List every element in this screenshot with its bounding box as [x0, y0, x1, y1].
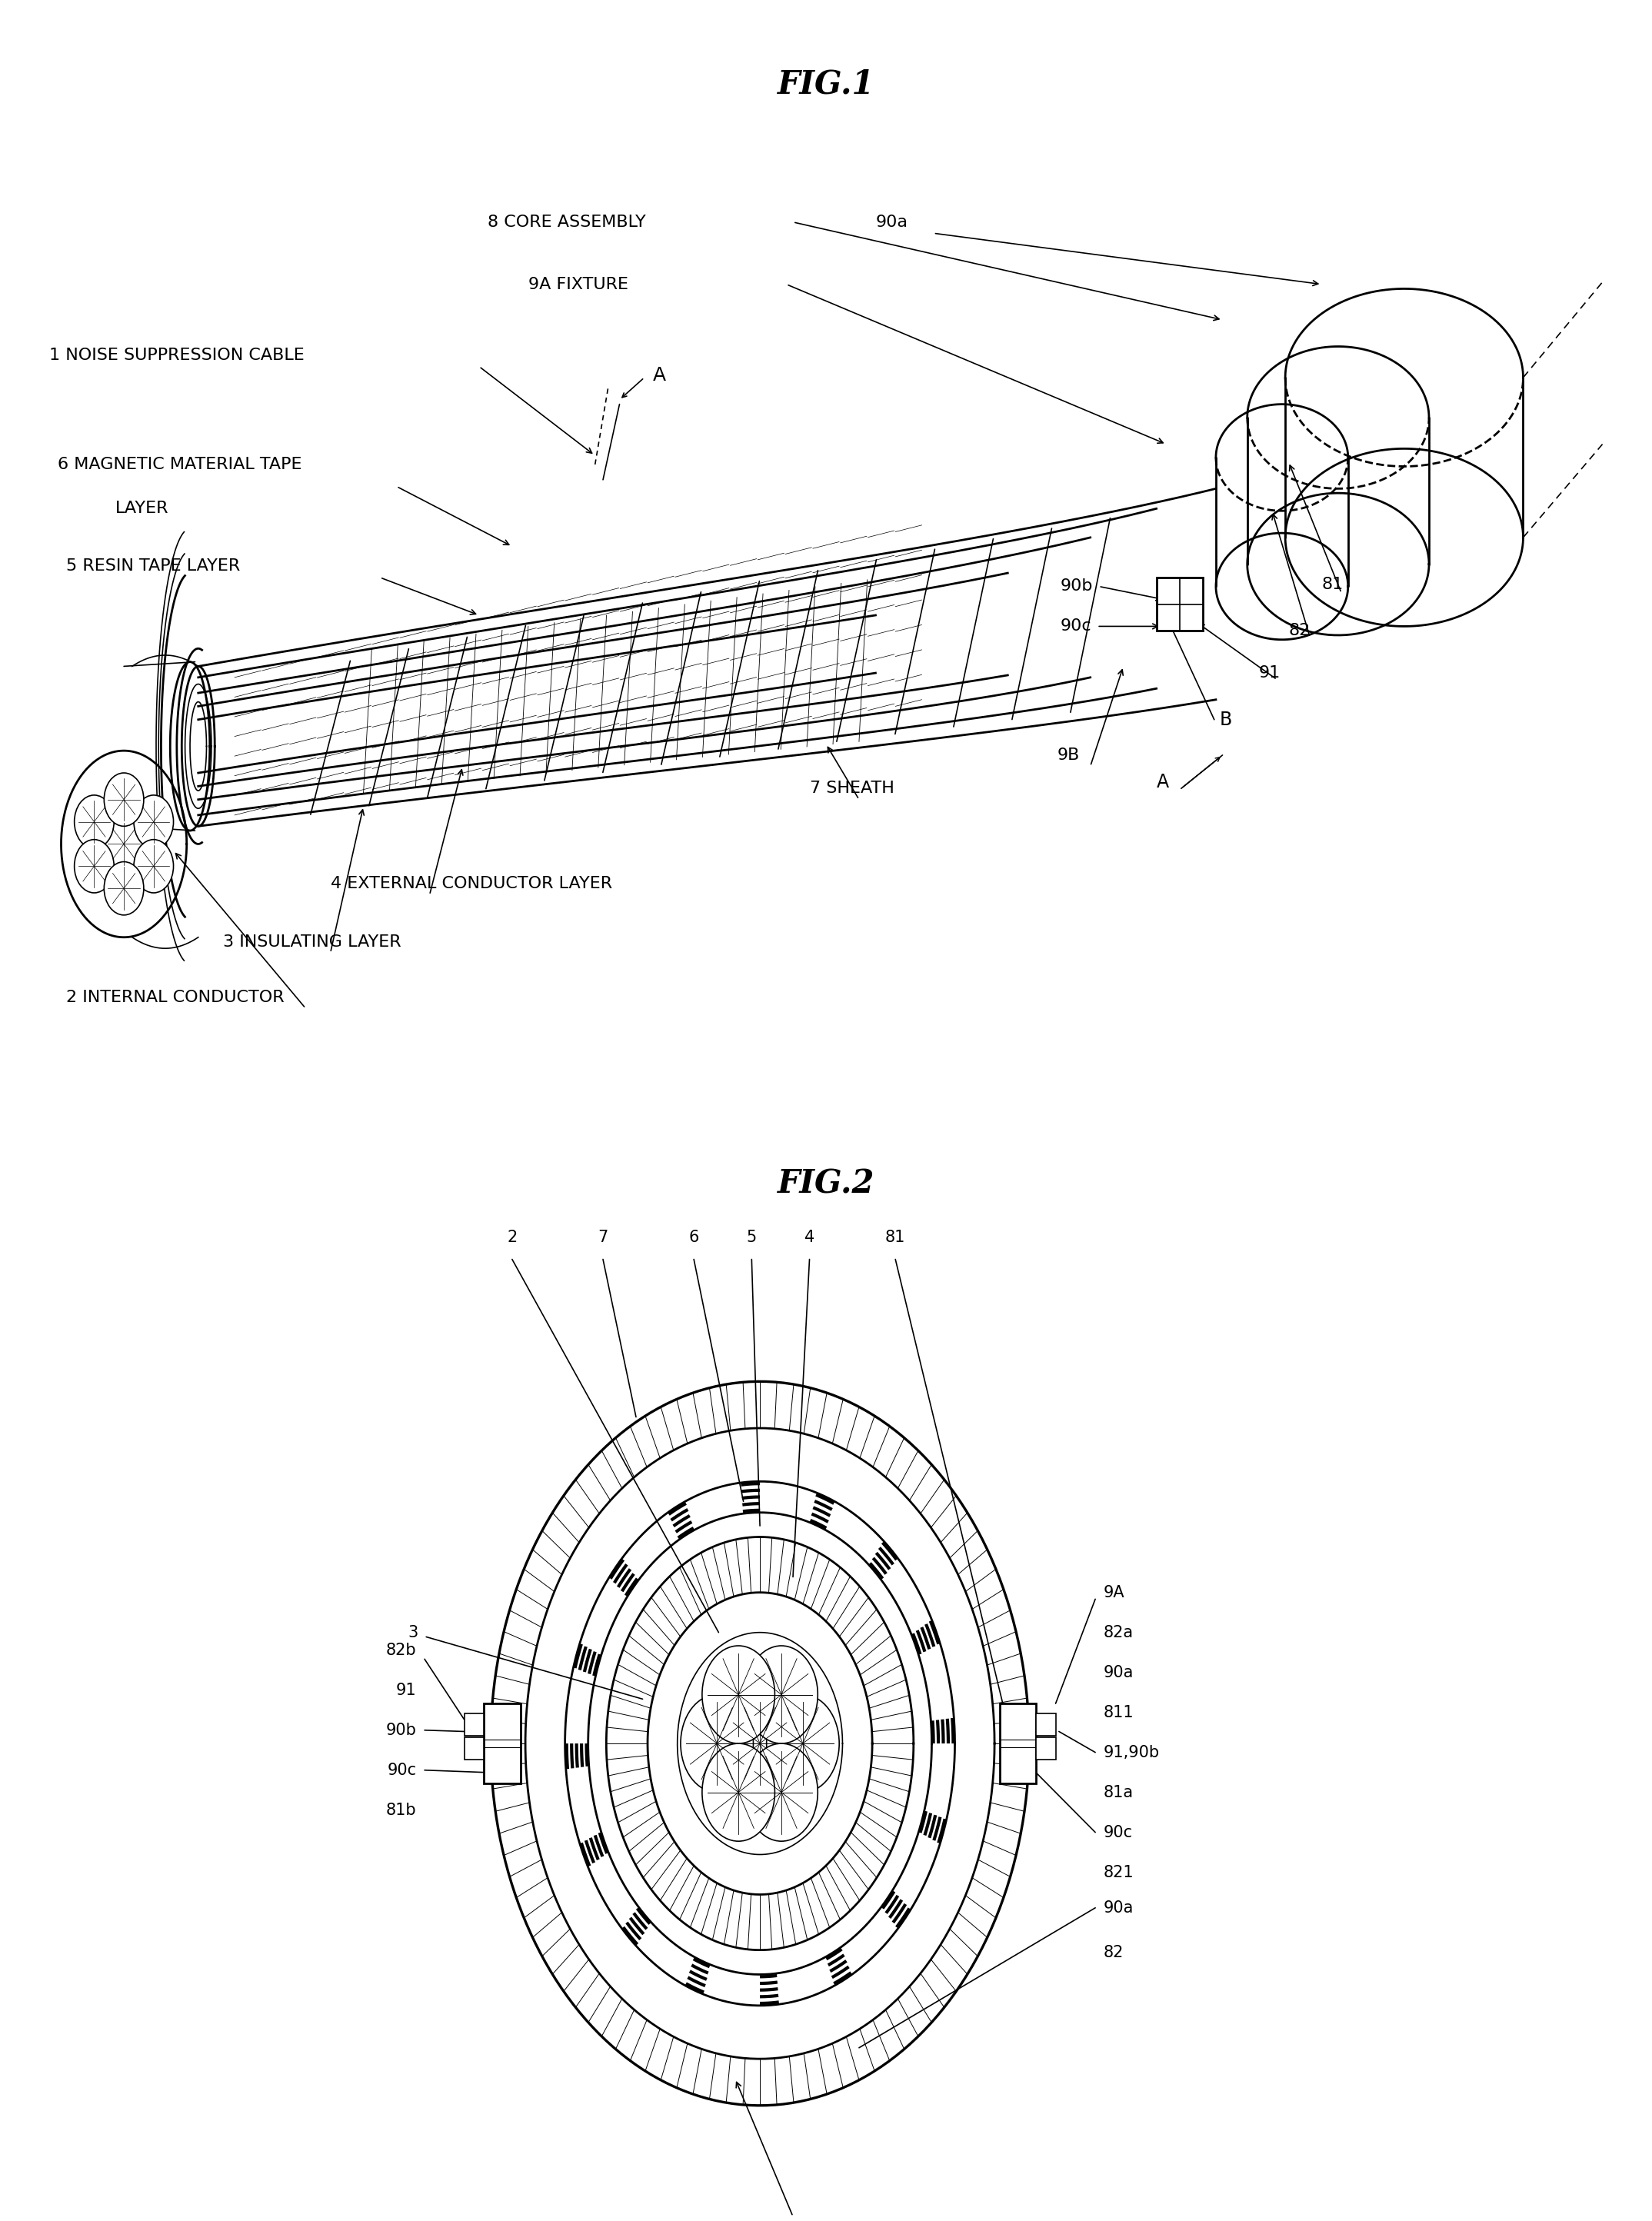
Text: 91: 91: [396, 1684, 416, 1697]
Circle shape: [525, 1428, 995, 2059]
Text: 2 INTERNAL CONDUCTOR: 2 INTERNAL CONDUCTOR: [66, 991, 284, 1004]
Bar: [464, 1737, 484, 1759]
Text: 81: 81: [1322, 577, 1343, 591]
Circle shape: [681, 1695, 753, 1792]
Text: LAYER: LAYER: [116, 502, 169, 515]
Text: 90b: 90b: [385, 1723, 416, 1737]
Text: 5 RESIN TAPE LAYER: 5 RESIN TAPE LAYER: [66, 560, 240, 573]
Circle shape: [702, 1743, 775, 1841]
Text: 6: 6: [689, 1230, 699, 1244]
Text: 82b: 82b: [387, 1644, 416, 1657]
Text: 82a: 82a: [1104, 1626, 1133, 1639]
Text: 90c: 90c: [1061, 620, 1092, 633]
Text: 8 CORE ASSEMBLY: 8 CORE ASSEMBLY: [487, 215, 646, 229]
Text: 9A: 9A: [1104, 1586, 1125, 1599]
Bar: [484, 1704, 520, 1783]
Text: 6 MAGNETIC MATERIAL TAPE: 6 MAGNETIC MATERIAL TAPE: [58, 458, 302, 471]
Text: 9B: 9B: [1057, 748, 1080, 762]
Text: 9A FIXTURE: 9A FIXTURE: [529, 278, 629, 291]
Circle shape: [724, 1695, 796, 1792]
Text: A: A: [1156, 773, 1170, 791]
Bar: [464, 1712, 484, 1735]
Polygon shape: [198, 489, 1216, 826]
Bar: [1036, 1712, 1056, 1735]
Text: 90a: 90a: [876, 215, 909, 229]
Text: 3: 3: [408, 1626, 418, 1639]
Text: 3 INSULATING LAYER: 3 INSULATING LAYER: [223, 935, 401, 948]
Text: 7: 7: [598, 1230, 608, 1244]
Text: 81b: 81b: [387, 1803, 416, 1817]
Circle shape: [648, 1592, 872, 1895]
Circle shape: [104, 817, 144, 871]
Circle shape: [104, 773, 144, 826]
Text: 90a: 90a: [1104, 1666, 1133, 1679]
Text: 811: 811: [1104, 1706, 1133, 1719]
Text: 7 SHEATH: 7 SHEATH: [809, 782, 894, 795]
Circle shape: [134, 840, 173, 893]
Bar: [1156, 577, 1203, 631]
Circle shape: [74, 840, 114, 893]
Circle shape: [458, 1337, 1062, 2150]
Text: FIG.2: FIG.2: [778, 1168, 874, 1199]
Circle shape: [767, 1695, 839, 1792]
Circle shape: [702, 1646, 775, 1743]
Circle shape: [134, 795, 173, 848]
Circle shape: [745, 1743, 818, 1841]
Text: B: B: [1219, 711, 1232, 728]
Text: A: A: [653, 366, 666, 384]
Circle shape: [588, 1513, 932, 1974]
Text: 4: 4: [805, 1230, 814, 1244]
Text: 90a: 90a: [1104, 1901, 1133, 1915]
Text: 91: 91: [1259, 666, 1280, 680]
Circle shape: [104, 862, 144, 915]
Text: 81a: 81a: [1104, 1786, 1133, 1799]
Text: 2: 2: [507, 1230, 517, 1244]
Text: 90c: 90c: [387, 1763, 416, 1777]
Text: 81: 81: [885, 1230, 905, 1244]
Text: 90c: 90c: [1104, 1826, 1133, 1839]
Text: 5: 5: [747, 1230, 757, 1244]
Text: 1 NOISE SUPPRESSION CABLE: 1 NOISE SUPPRESSION CABLE: [50, 349, 304, 362]
Text: FIG.1: FIG.1: [778, 69, 874, 100]
Circle shape: [745, 1646, 818, 1743]
Text: 90b: 90b: [1061, 580, 1094, 593]
Bar: [1036, 1737, 1056, 1759]
Text: 82: 82: [1289, 624, 1310, 637]
Text: 4 EXTERNAL CONDUCTOR LAYER: 4 EXTERNAL CONDUCTOR LAYER: [330, 877, 611, 891]
Text: 82: 82: [1104, 1946, 1123, 1959]
Circle shape: [74, 795, 114, 848]
Bar: [999, 1704, 1036, 1783]
Circle shape: [648, 1592, 872, 1895]
Text: 91,90b: 91,90b: [1104, 1746, 1160, 1759]
Text: 821: 821: [1104, 1866, 1133, 1879]
